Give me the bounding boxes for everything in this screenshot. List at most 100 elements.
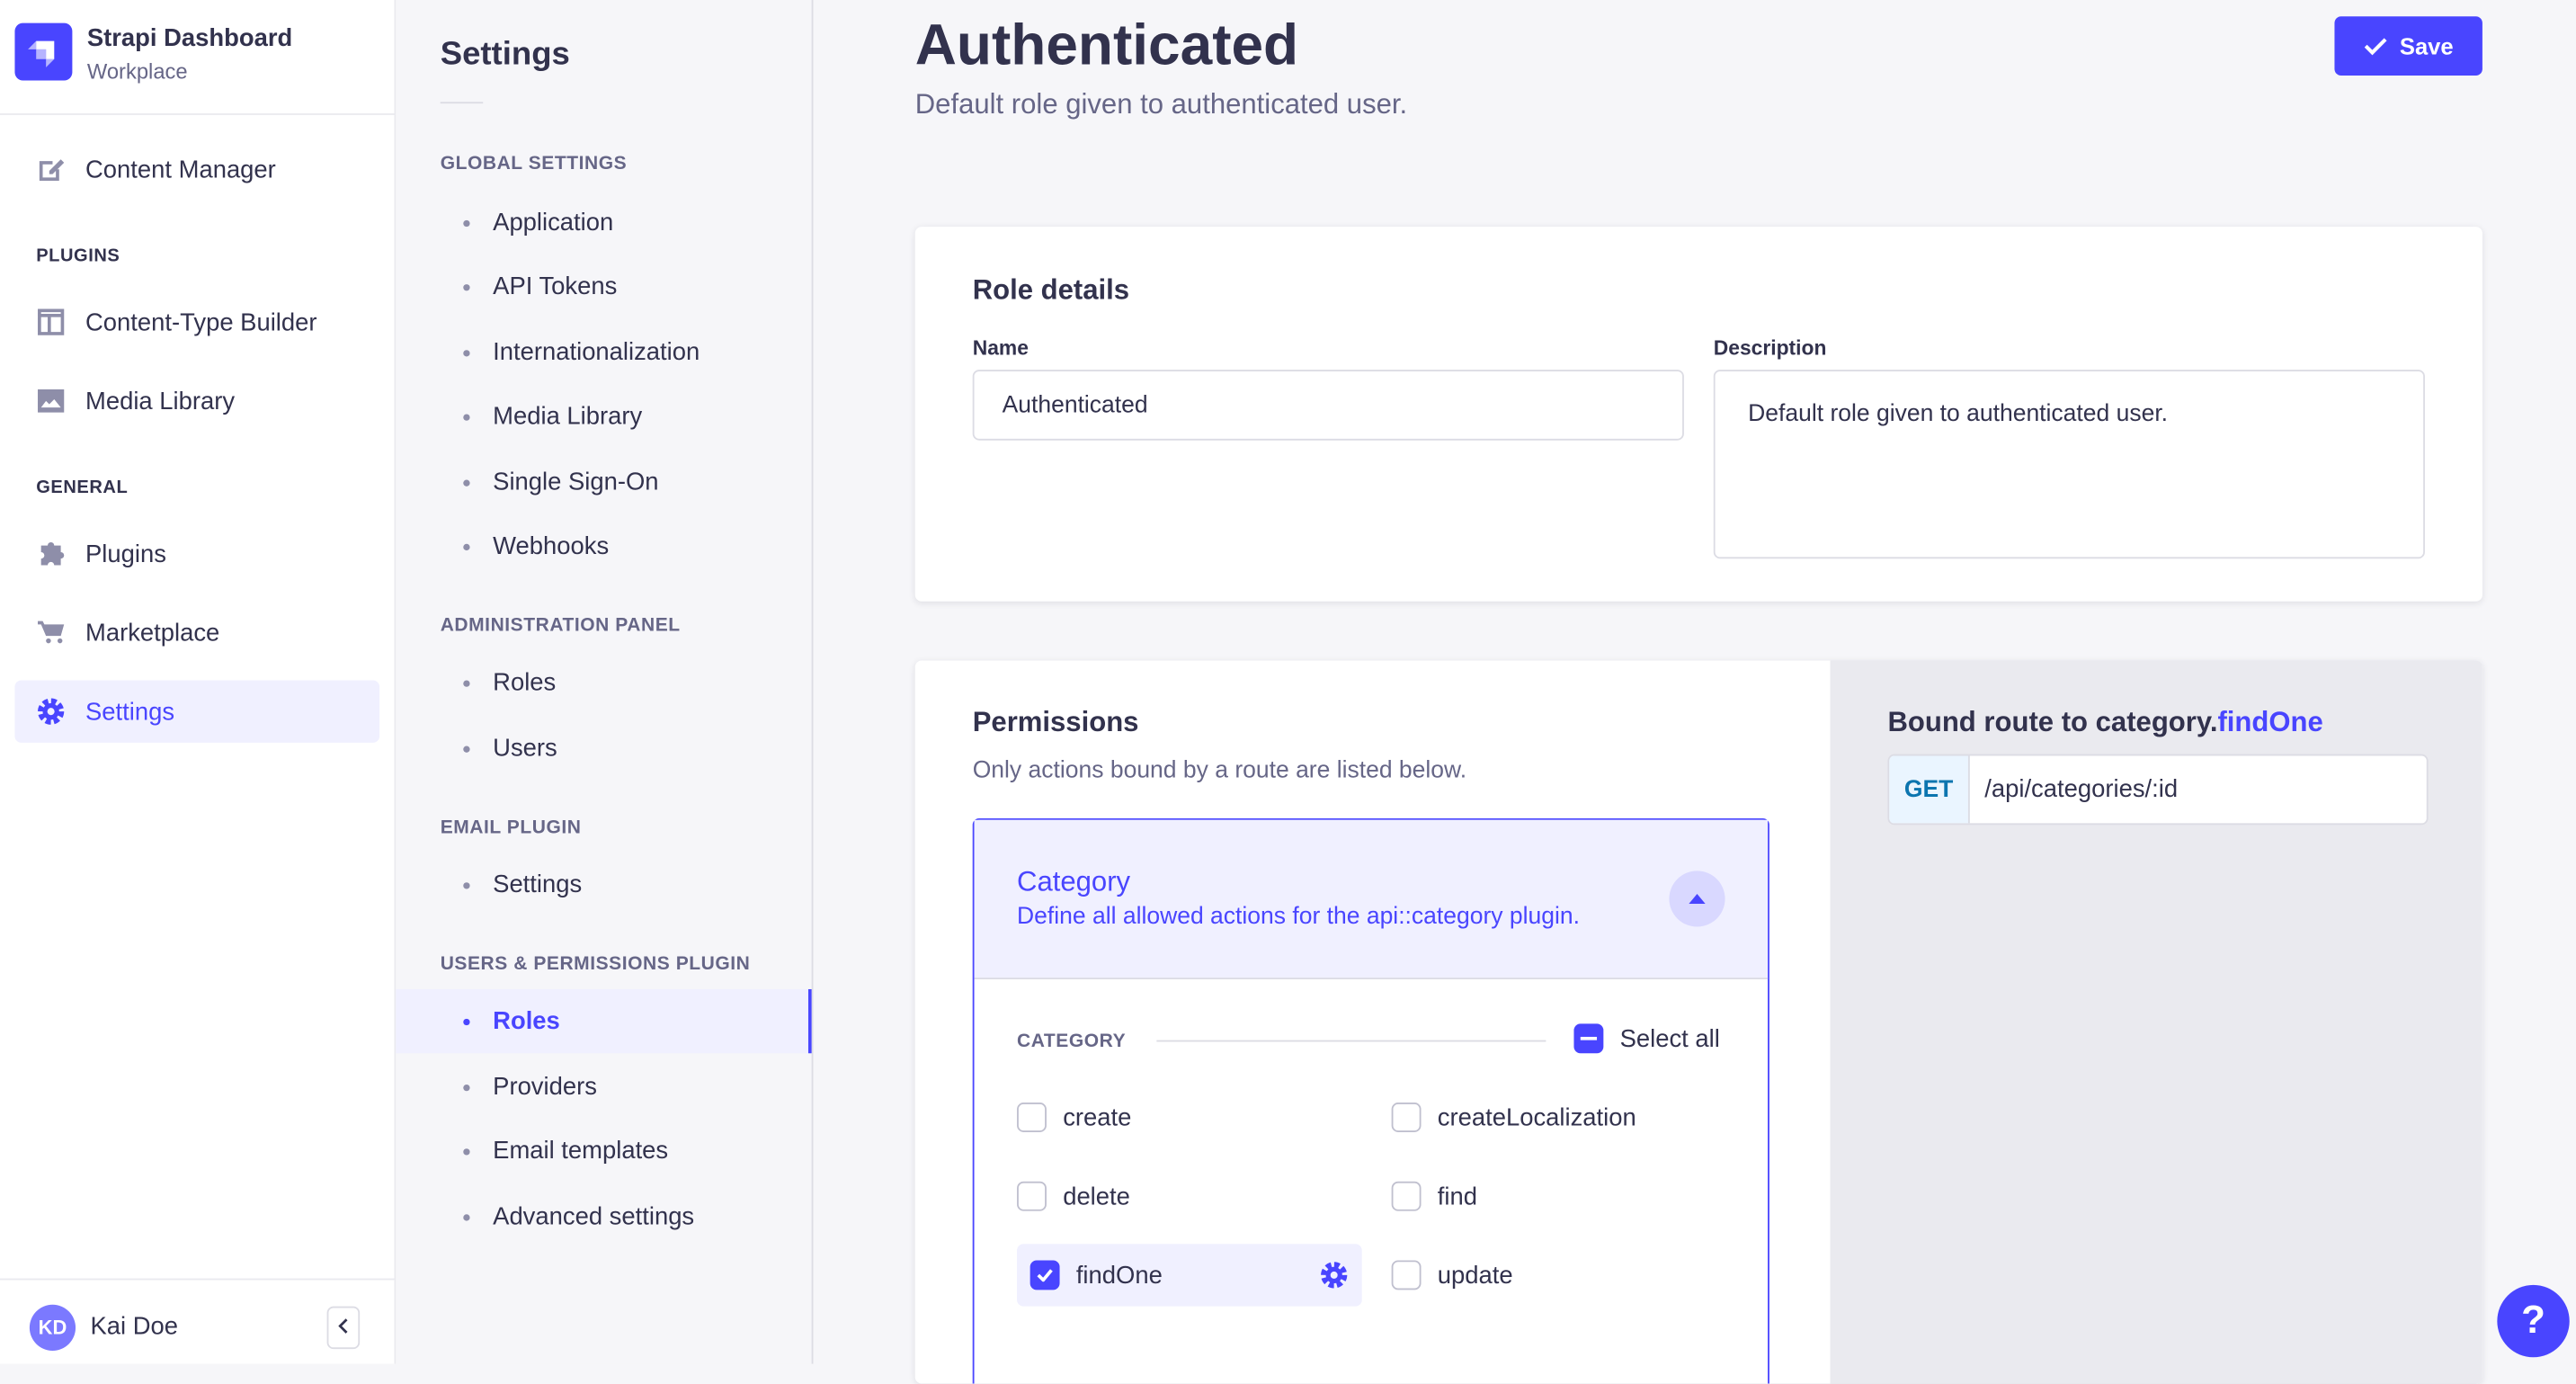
settings-nav-item[interactable]: Roles bbox=[396, 988, 812, 1054]
settings-nav-item[interactable]: API Tokens bbox=[396, 254, 811, 318]
settings-nav-label: Roles bbox=[493, 1007, 560, 1036]
route-path: /api/categories/:id bbox=[1984, 775, 2179, 804]
nav-section-general: GENERAL bbox=[36, 478, 129, 498]
save-button[interactable]: Save bbox=[2334, 16, 2482, 76]
http-method-badge: GET bbox=[1889, 755, 1970, 824]
nav-item-content-manager[interactable]: Content Manager bbox=[14, 138, 379, 200]
action-checkbox-delete[interactable]: delete bbox=[1017, 1181, 1130, 1211]
settings-nav-label: Advanced settings bbox=[493, 1202, 695, 1231]
nav-label: Content-Type Builder bbox=[85, 308, 317, 336]
category-accordion: Category Define all allowed actions for … bbox=[972, 817, 1769, 1384]
settings-nav-label: Roles bbox=[493, 668, 557, 697]
nav-label: Content Manager bbox=[85, 155, 276, 183]
settings-nav-label: Application bbox=[493, 209, 614, 237]
strapi-logo-icon bbox=[14, 22, 73, 81]
collapse-nav-button[interactable] bbox=[326, 1306, 361, 1350]
role-details-title: Role details bbox=[972, 274, 1130, 306]
action-checkbox-findOne[interactable]: findOne bbox=[1017, 1244, 1362, 1307]
settings-nav: Settings GLOBAL SETTINGS Application API T… bbox=[396, 0, 814, 1364]
cart-icon bbox=[36, 618, 66, 647]
settings-nav-item[interactable]: Single Sign-On bbox=[396, 451, 811, 514]
settings-nav-label: Providers bbox=[493, 1073, 597, 1102]
bullet-icon bbox=[463, 1017, 470, 1025]
avatar[interactable]: KD bbox=[29, 1304, 76, 1351]
settings-nav-label: Email templates bbox=[493, 1137, 669, 1165]
accordion-header[interactable]: Category Define all allowed actions for … bbox=[974, 819, 1769, 980]
settings-nav-title: Settings bbox=[440, 36, 570, 73]
nav-item-content-type-builder[interactable]: Content-Type Builder bbox=[14, 290, 379, 353]
nav-label: Settings bbox=[85, 697, 175, 726]
action-checkbox-find[interactable]: find bbox=[1391, 1181, 1477, 1211]
settings-nav-label: Internationalization bbox=[493, 338, 700, 367]
action-checkbox-createLocalization[interactable]: createLocalization bbox=[1391, 1103, 1636, 1132]
nav-item-marketplace[interactable]: Marketplace bbox=[14, 602, 379, 664]
settings-nav-label: Media Library bbox=[493, 402, 643, 431]
checkbox-icon bbox=[1391, 1181, 1422, 1211]
permissions-title: Permissions bbox=[972, 706, 1139, 738]
select-all-label: Select all bbox=[1619, 1024, 1720, 1053]
action-checkbox-create[interactable]: create bbox=[1017, 1103, 1131, 1132]
bullet-icon bbox=[463, 1147, 470, 1155]
image-icon bbox=[36, 386, 66, 415]
route-display: GET /api/categories/:id bbox=[1887, 754, 2429, 826]
checked-checkbox-icon bbox=[1030, 1260, 1060, 1290]
caret-up-icon bbox=[1688, 892, 1707, 906]
bullet-icon bbox=[463, 1084, 470, 1091]
settings-nav-item[interactable]: Internationalization bbox=[396, 320, 811, 384]
settings-nav-item[interactable]: Application bbox=[396, 191, 811, 254]
gear-icon[interactable] bbox=[1319, 1260, 1349, 1290]
bound-route-panel: Bound route to category.findOne GET /api… bbox=[1830, 660, 2482, 1384]
settings-section-label: ADMINISTRATION PANEL bbox=[440, 616, 681, 637]
settings-nav-item[interactable]: Settings bbox=[396, 853, 811, 916]
layout-icon bbox=[36, 308, 66, 337]
action-label: create bbox=[1063, 1103, 1132, 1132]
permissions-card: Bound route to category.findOne GET /api… bbox=[914, 660, 2482, 1384]
action-label: findOne bbox=[1075, 1261, 1163, 1290]
settings-nav-item[interactable]: Users bbox=[396, 717, 811, 781]
nav-item-plugins[interactable]: Plugins bbox=[14, 522, 379, 585]
bound-route-title: Bound route to category.findOne bbox=[1887, 707, 2322, 740]
category-section-label: CATEGORY bbox=[1017, 1031, 1127, 1052]
nav-item-settings[interactable]: Settings bbox=[14, 680, 380, 743]
collapse-button[interactable] bbox=[1669, 871, 1725, 927]
select-all-checkbox[interactable]: Select all bbox=[1573, 1023, 1720, 1054]
name-input[interactable]: Authenticated bbox=[972, 370, 1684, 441]
bullet-icon bbox=[463, 413, 470, 420]
action-label: delete bbox=[1063, 1182, 1130, 1210]
action-checkbox-update[interactable]: update bbox=[1391, 1260, 1513, 1290]
help-button[interactable]: ? bbox=[2497, 1284, 2570, 1358]
settings-nav-item[interactable]: Advanced settings bbox=[396, 1184, 811, 1248]
bound-route-action: findOne bbox=[2217, 706, 2323, 738]
bound-route-prefix: Bound route to category. bbox=[1887, 706, 2218, 738]
puzzle-icon bbox=[36, 539, 66, 568]
description-textarea[interactable]: Default role given to authenticated user… bbox=[1713, 370, 2425, 559]
checkbox-icon bbox=[1017, 1181, 1047, 1211]
settings-nav-item[interactable]: Roles bbox=[396, 651, 811, 715]
nav-label: Marketplace bbox=[85, 618, 220, 647]
settings-nav-label: Webhooks bbox=[493, 532, 610, 561]
page-subtitle: Default role given to authenticated user… bbox=[914, 88, 1408, 121]
page-title: Authenticated bbox=[914, 13, 1299, 77]
nav-item-media-library[interactable]: Media Library bbox=[14, 370, 379, 432]
bullet-icon bbox=[463, 219, 470, 227]
bullet-icon bbox=[463, 679, 470, 686]
settings-nav-label: Users bbox=[493, 734, 557, 763]
save-label: Save bbox=[2399, 32, 2454, 59]
settings-nav-item[interactable]: Media Library bbox=[396, 385, 811, 449]
action-label: createLocalization bbox=[1437, 1103, 1636, 1132]
name-label: Name bbox=[972, 336, 1029, 361]
checkbox-icon bbox=[1017, 1103, 1047, 1132]
user-name[interactable]: Kai Doe bbox=[90, 1312, 179, 1341]
brand-subtitle: Workplace bbox=[86, 58, 188, 85]
bullet-icon bbox=[463, 349, 470, 356]
description-label: Description bbox=[1713, 336, 1827, 361]
settings-nav-label: API Tokens bbox=[493, 272, 618, 301]
settings-nav-item[interactable]: Email templates bbox=[396, 1119, 811, 1183]
indeterminate-checkbox-icon bbox=[1573, 1023, 1604, 1054]
gear-icon bbox=[36, 697, 66, 727]
checkbox-icon bbox=[1391, 1103, 1422, 1132]
settings-nav-item[interactable]: Providers bbox=[396, 1055, 811, 1119]
settings-section-label: GLOBAL SETTINGS bbox=[440, 154, 628, 174]
settings-nav-item[interactable]: Webhooks bbox=[396, 514, 811, 578]
